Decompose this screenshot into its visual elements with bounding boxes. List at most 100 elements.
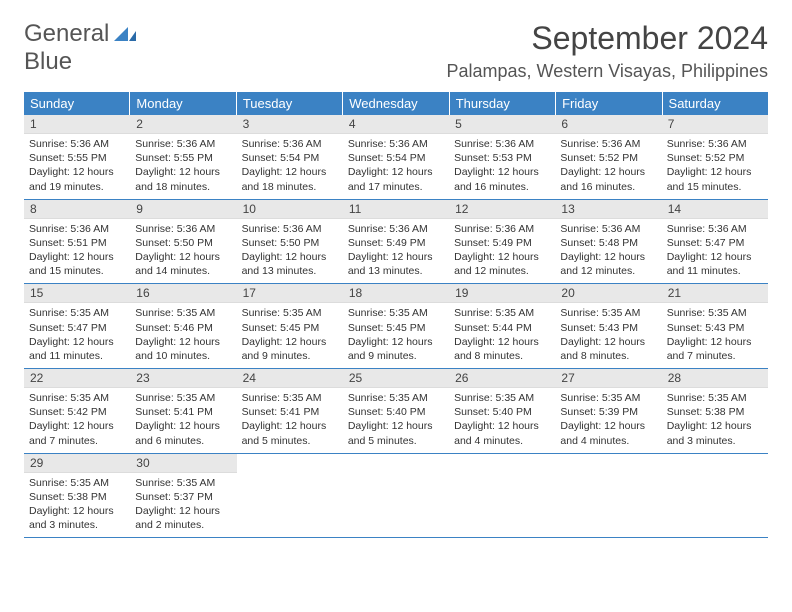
sunset-text: Sunset: 5:54 PM xyxy=(242,151,338,165)
dow-header: Monday xyxy=(130,92,236,115)
day-number: 16 xyxy=(130,284,236,303)
sunrise-text: Sunrise: 5:35 AM xyxy=(560,306,656,320)
sunrise-text: Sunrise: 5:35 AM xyxy=(560,391,656,405)
day-number: 8 xyxy=(24,200,130,219)
day-cell: 21Sunrise: 5:35 AMSunset: 5:43 PMDayligh… xyxy=(662,284,768,368)
day-number: 14 xyxy=(662,200,768,219)
sunset-text: Sunset: 5:55 PM xyxy=(135,151,231,165)
daylight-text: and 2 minutes. xyxy=(135,518,231,532)
daylight-text: Daylight: 12 hours xyxy=(348,335,444,349)
sunrise-text: Sunrise: 5:35 AM xyxy=(135,476,231,490)
sunset-text: Sunset: 5:42 PM xyxy=(29,405,125,419)
daylight-text: and 7 minutes. xyxy=(667,349,763,363)
daylight-text: and 4 minutes. xyxy=(560,434,656,448)
week-row: 1Sunrise: 5:36 AMSunset: 5:55 PMDaylight… xyxy=(24,115,768,200)
day-cell: 6Sunrise: 5:36 AMSunset: 5:52 PMDaylight… xyxy=(555,115,661,199)
daylight-text: and 15 minutes. xyxy=(29,264,125,278)
daylight-text: Daylight: 12 hours xyxy=(135,504,231,518)
sunrise-text: Sunrise: 5:35 AM xyxy=(454,306,550,320)
sunset-text: Sunset: 5:46 PM xyxy=(135,321,231,335)
sunrise-text: Sunrise: 5:36 AM xyxy=(348,137,444,151)
day-cell: 14 Sunrise: 5:36 AMSunset: 5:47 PMDayligh… xyxy=(662,200,768,284)
day-cell: 28Sunrise: 5:35 AMSunset: 5:38 PMDayligh… xyxy=(662,369,768,453)
daylight-text: Daylight: 12 hours xyxy=(454,419,550,433)
sunset-text: Sunset: 5:43 PM xyxy=(560,321,656,335)
sunrise-text: Sunrise: 5:36 AM xyxy=(667,137,763,151)
day-body: Sunrise: 5:35 AMSunset: 5:43 PMDaylight:… xyxy=(662,303,768,368)
dow-header: Friday xyxy=(556,92,662,115)
day-body: Sunrise: 5:35 AMSunset: 5:41 PMDaylight:… xyxy=(130,388,236,453)
daylight-text: and 7 minutes. xyxy=(29,434,125,448)
day-cell: 15Sunrise: 5:35 AMSunset: 5:47 PMDayligh… xyxy=(24,284,130,368)
day-number: 4 xyxy=(343,115,449,134)
day-number: 9 xyxy=(130,200,236,219)
sunset-text: Sunset: 5:47 PM xyxy=(667,236,763,250)
sunrise-text: Sunrise: 5:35 AM xyxy=(29,476,125,490)
day-cell: 29Sunrise: 5:35 AMSunset: 5:38 PMDayligh… xyxy=(24,454,130,538)
daylight-text: and 16 minutes. xyxy=(454,180,550,194)
daylight-text: Daylight: 12 hours xyxy=(135,335,231,349)
sunrise-text: Sunrise: 5:36 AM xyxy=(667,222,763,236)
daylight-text: Daylight: 12 hours xyxy=(454,250,550,264)
daylight-text: and 12 minutes. xyxy=(560,264,656,278)
day-cell xyxy=(343,454,449,538)
week-row: 8Sunrise: 5:36 AMSunset: 5:51 PMDaylight… xyxy=(24,200,768,285)
day-body: Sunrise: 5:36 AMSunset: 5:53 PMDaylight:… xyxy=(449,134,555,199)
month-title: September 2024 xyxy=(447,20,769,57)
daylight-text: Daylight: 12 hours xyxy=(348,165,444,179)
location: Palampas, Western Visayas, Philippines xyxy=(447,61,769,82)
day-cell: 3Sunrise: 5:36 AMSunset: 5:54 PMDaylight… xyxy=(237,115,343,199)
sunrise-text: Sunrise: 5:35 AM xyxy=(242,391,338,405)
sunrise-text: Sunrise: 5:35 AM xyxy=(135,306,231,320)
day-body: Sunrise: 5:35 AMSunset: 5:40 PMDaylight:… xyxy=(343,388,449,453)
day-cell: 2Sunrise: 5:36 AMSunset: 5:55 PMDaylight… xyxy=(130,115,236,199)
daylight-text: Daylight: 12 hours xyxy=(667,165,763,179)
daylight-text: and 15 minutes. xyxy=(667,180,763,194)
daylight-text: Daylight: 12 hours xyxy=(667,250,763,264)
day-number: 29 xyxy=(24,454,130,473)
sunset-text: Sunset: 5:50 PM xyxy=(242,236,338,250)
sunset-text: Sunset: 5:38 PM xyxy=(29,490,125,504)
day-cell: 9Sunrise: 5:36 AMSunset: 5:50 PMDaylight… xyxy=(130,200,236,284)
header: General Blue September 2024 Palampas, We… xyxy=(24,20,768,82)
daylight-text: and 17 minutes. xyxy=(348,180,444,194)
daylight-text: Daylight: 12 hours xyxy=(454,165,550,179)
day-cell: 12Sunrise: 5:36 AMSunset: 5:49 PMDayligh… xyxy=(449,200,555,284)
daylight-text: and 9 minutes. xyxy=(348,349,444,363)
sunrise-text: Sunrise: 5:36 AM xyxy=(560,222,656,236)
day-cell: 13Sunrise: 5:36 AMSunset: 5:48 PMDayligh… xyxy=(555,200,661,284)
sunset-text: Sunset: 5:41 PM xyxy=(242,405,338,419)
sunrise-text: Sunrise: 5:36 AM xyxy=(135,222,231,236)
day-number: 1 xyxy=(24,115,130,134)
dow-header: Wednesday xyxy=(343,92,449,115)
sunrise-text: Sunrise: 5:36 AM xyxy=(454,137,550,151)
day-cell: 1Sunrise: 5:36 AMSunset: 5:55 PMDaylight… xyxy=(24,115,130,199)
day-number: 6 xyxy=(555,115,661,134)
sunrise-text: Sunrise: 5:35 AM xyxy=(454,391,550,405)
day-number: 25 xyxy=(343,369,449,388)
daylight-text: Daylight: 12 hours xyxy=(560,419,656,433)
day-body: Sunrise: 5:35 AMSunset: 5:37 PMDaylight:… xyxy=(130,473,236,538)
daylight-text: Daylight: 12 hours xyxy=(135,165,231,179)
sunrise-text: Sunrise: 5:36 AM xyxy=(454,222,550,236)
day-cell xyxy=(555,454,661,538)
day-body: Sunrise: 5:35 AMSunset: 5:38 PMDaylight:… xyxy=(24,473,130,538)
day-cell: 22Sunrise: 5:35 AMSunset: 5:42 PMDayligh… xyxy=(24,369,130,453)
daylight-text: Daylight: 12 hours xyxy=(242,165,338,179)
day-number: 13 xyxy=(555,200,661,219)
day-number: 2 xyxy=(130,115,236,134)
logo-mark-icon xyxy=(114,27,136,41)
daylight-text: and 5 minutes. xyxy=(348,434,444,448)
day-body: Sunrise: 5:36 AMSunset: 5:54 PMDaylight:… xyxy=(343,134,449,199)
day-body: Sunrise: 5:36 AMSunset: 5:50 PMDaylight:… xyxy=(237,219,343,284)
sunset-text: Sunset: 5:50 PM xyxy=(135,236,231,250)
daylight-text: Daylight: 12 hours xyxy=(560,250,656,264)
daylight-text: Daylight: 12 hours xyxy=(29,419,125,433)
day-body: Sunrise: 5:35 AMSunset: 5:47 PMDaylight:… xyxy=(24,303,130,368)
sunset-text: Sunset: 5:44 PM xyxy=(454,321,550,335)
day-body: Sunrise: 5:35 AMSunset: 5:44 PMDaylight:… xyxy=(449,303,555,368)
logo-text: General Blue xyxy=(24,20,136,76)
daylight-text: Daylight: 12 hours xyxy=(29,504,125,518)
sunset-text: Sunset: 5:40 PM xyxy=(348,405,444,419)
day-body: Sunrise: 5:36 AMSunset: 5:50 PMDaylight:… xyxy=(130,219,236,284)
